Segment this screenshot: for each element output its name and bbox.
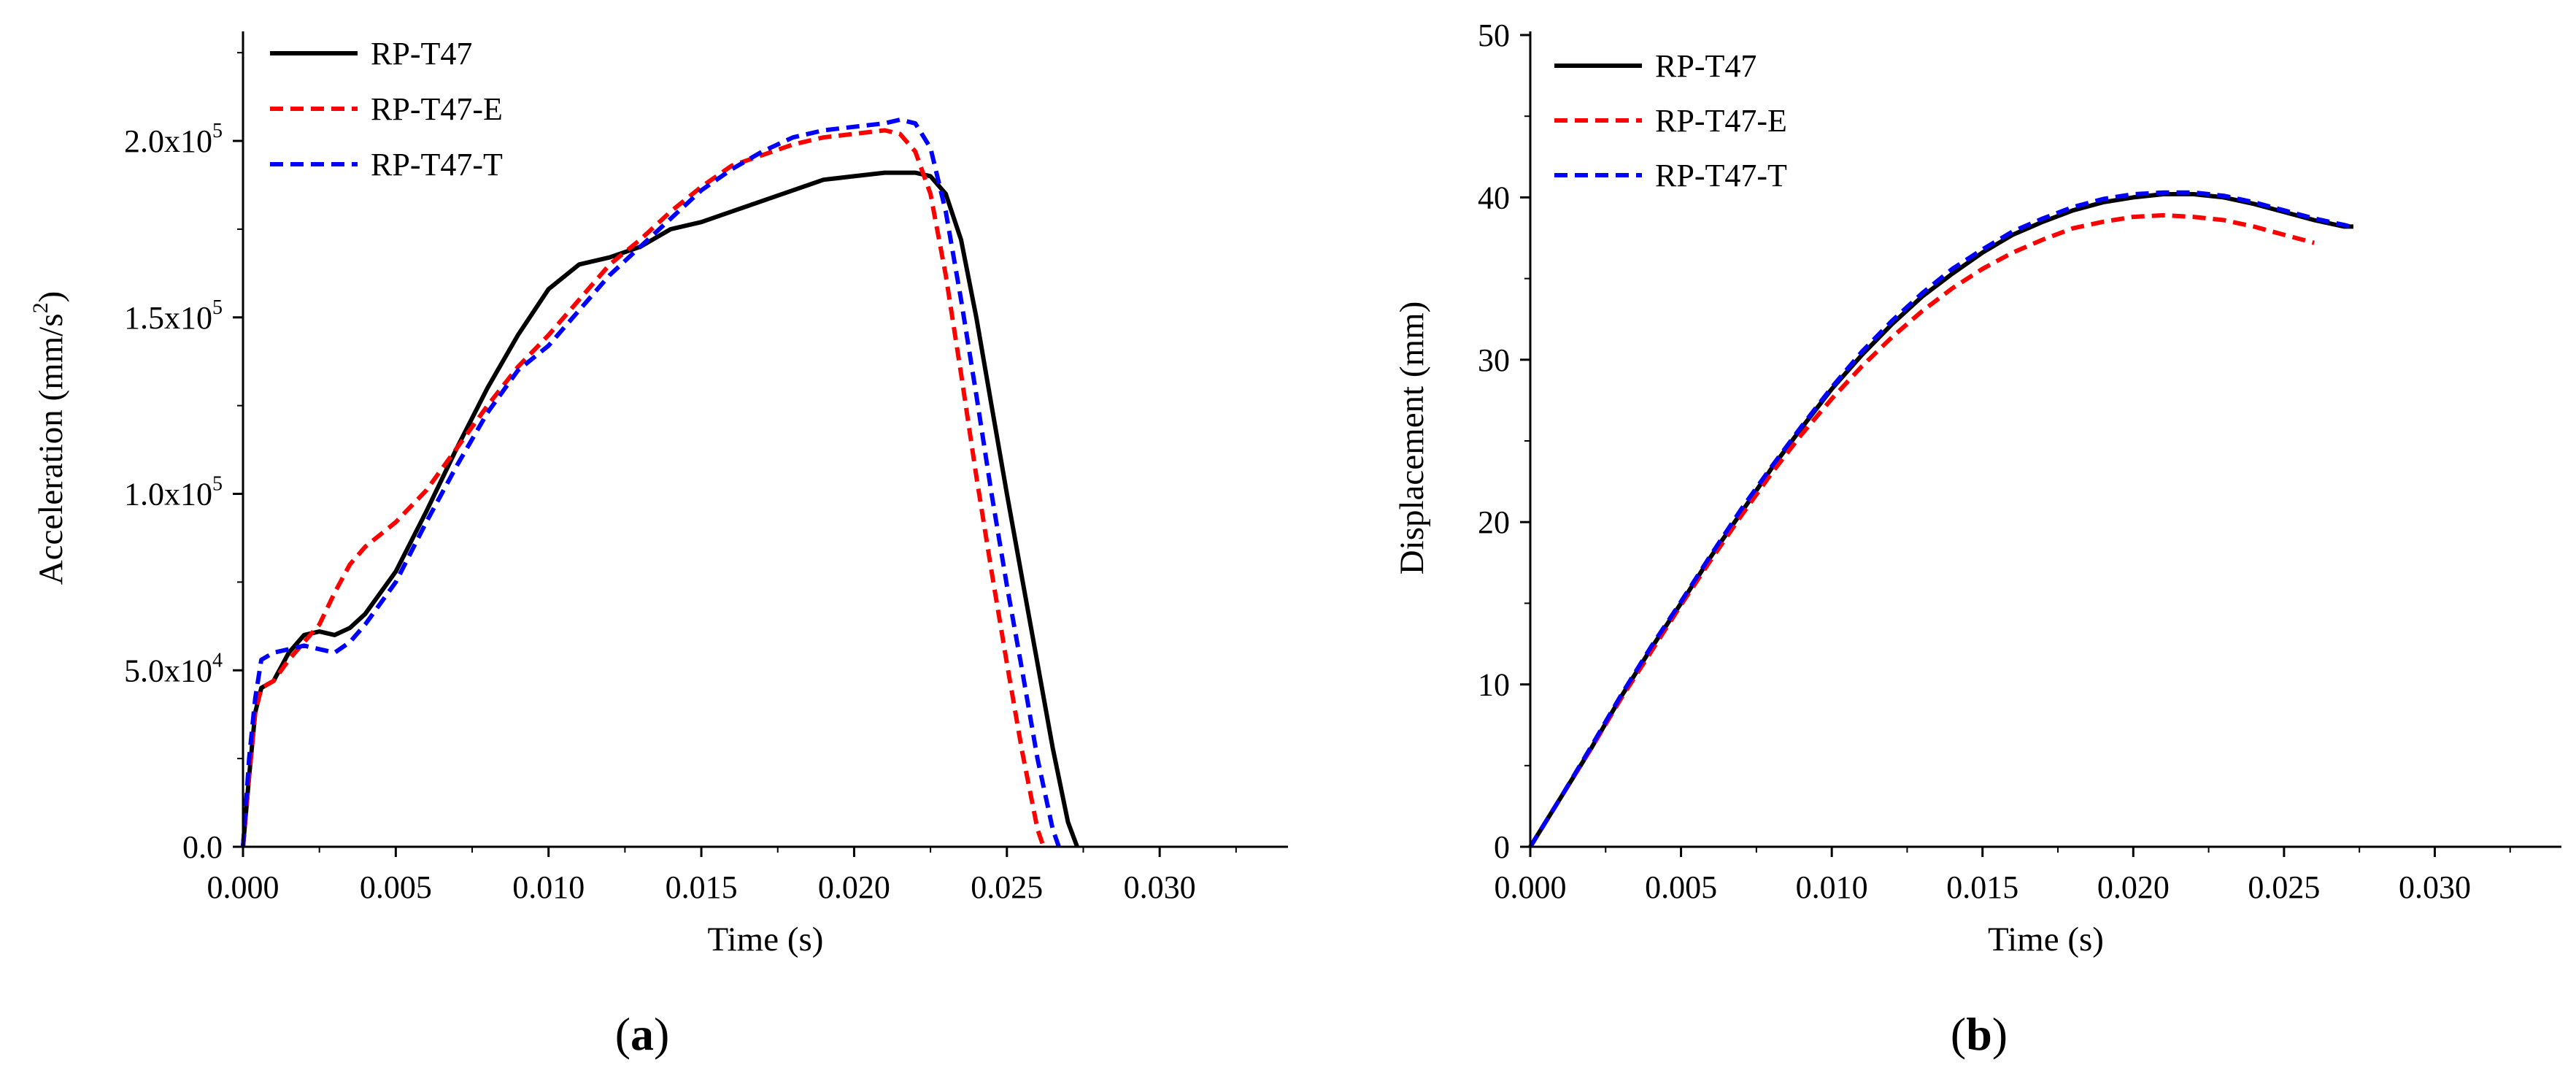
- x-tick-label-text: 0.000: [1495, 869, 1567, 905]
- panel-b-displacement-chart: 0.000 0.005 0.010 0.015 0.020 0.025 0.030 0 10 20…: [1393, 18, 2561, 1060]
- x-tick-label: 0.005: [1645, 869, 1717, 905]
- x-axis-title-text: Time (s): [1988, 921, 2104, 958]
- y-tick-label-text: 40: [1478, 180, 1510, 215]
- legend-label-text: RP-T47-E: [371, 91, 503, 127]
- y-axis-title-superscript: 2: [28, 302, 53, 313]
- x-tick-label-text: 0.005: [360, 869, 432, 905]
- series-line-rp-t47: [241, 170, 1079, 848]
- x-tick-label: 0.000: [207, 869, 279, 905]
- x-tick-label: 0.020: [2097, 869, 2170, 905]
- y-tick-base: 1.0x10: [124, 477, 212, 512]
- y-tick-base: 1.5x10: [124, 300, 212, 336]
- x-tick-label: 0.015: [666, 869, 738, 905]
- panel-a-acceleration-chart: 0.000 0.005 0.010 0.015 0.020 0.025 0.030 0.0 5.…: [28, 31, 1288, 1060]
- legend-label-rp-t47-t: RP-T47-T: [371, 147, 503, 182]
- x-tick-label: 0.015: [1946, 869, 2018, 905]
- x-tick-label-text: 0.030: [2399, 869, 2471, 905]
- x-axis-title: Time (s): [1988, 921, 2104, 958]
- legend-label-text: RP-T47-E: [1655, 103, 1787, 139]
- y-tick-label: 2.0x105: [124, 120, 223, 159]
- legend-label-rp-t47-t: RP-T47-T: [1655, 158, 1787, 193]
- x-axis-title-text: Time (s): [708, 921, 824, 958]
- x-tick-label-text: 0.025: [971, 869, 1043, 905]
- panel-caption-paren-close: ): [654, 1008, 669, 1060]
- y-tick-label: 40: [1478, 180, 1510, 215]
- y-tick-label: 10: [1478, 667, 1510, 703]
- x-tick-label-text: 0.000: [207, 869, 279, 905]
- series-line-rp-t47: [1528, 192, 2353, 848]
- x-tick-label-text: 0.010: [512, 869, 585, 905]
- series-line-rp-t47-e: [241, 128, 1046, 848]
- panel-caption-letter: a: [630, 1008, 654, 1060]
- panel-caption-paren-close: ): [1992, 1008, 2008, 1060]
- x-tick-label-text: 0.010: [1796, 869, 1868, 905]
- series-line-rp-t47-t: [241, 118, 1061, 848]
- y-tick-label-text: 20: [1478, 504, 1510, 540]
- y-tick-exponent: 4: [212, 649, 223, 672]
- series-line-rp-t47-e: [1528, 212, 2315, 848]
- y-tick-label: 5.0x104: [124, 649, 223, 688]
- legend-label-text: RP-T47: [1655, 48, 1756, 84]
- x-tick-label-text: 0.015: [1946, 869, 2018, 905]
- x-tick-label: 0.030: [2399, 869, 2471, 905]
- y-tick-exponent: 5: [212, 296, 223, 319]
- x-tick-label-text: 0.005: [1645, 869, 1717, 905]
- y-tick-label: 0: [1494, 829, 1510, 865]
- panel-caption: (a): [615, 1008, 670, 1060]
- y-tick-label-text: 50: [1478, 18, 1510, 53]
- legend-label-rp-t47-e: RP-T47-E: [371, 91, 503, 127]
- series-line-rp-t47-t: [1528, 190, 2351, 848]
- y-axis-title: Displacement (mm): [1393, 301, 1431, 575]
- x-tick-label: 0.025: [971, 869, 1043, 905]
- y-tick-label: 0.0: [182, 829, 223, 865]
- y-tick-label: 50: [1478, 18, 1510, 53]
- legend-label-rp-t47: RP-T47: [371, 36, 472, 72]
- x-tick-label-text: 0.020: [2097, 869, 2170, 905]
- x-tick-label-text: 0.030: [1124, 869, 1196, 905]
- panel-caption-letter: b: [1966, 1008, 1992, 1060]
- legend-label-rp-t47-e: RP-T47-E: [1655, 103, 1787, 139]
- x-tick-label-text: 0.025: [2248, 869, 2320, 905]
- legend-label-text: RP-T47: [371, 36, 472, 72]
- x-tick-label: 0.010: [1796, 869, 1868, 905]
- y-tick-base: 2.0x10: [124, 123, 212, 159]
- y-tick-label-text: 0: [1494, 829, 1510, 865]
- y-axis-title: Acceleration (mm/s2): [28, 291, 70, 585]
- y-tick-base: 0.0: [182, 829, 223, 865]
- y-axis-title-suffix: ): [32, 291, 70, 303]
- y-tick-label: 20: [1478, 504, 1510, 540]
- legend-label-text: RP-T47-T: [1655, 158, 1787, 193]
- panel-caption-paren-open: (: [615, 1008, 630, 1060]
- y-tick-base: 5.0x10: [124, 653, 212, 688]
- y-tick-label: 30: [1478, 342, 1510, 378]
- x-tick-label: 0.020: [818, 869, 890, 905]
- legend-label-rp-t47: RP-T47: [1655, 48, 1756, 84]
- x-tick-label-text: 0.015: [666, 869, 738, 905]
- y-tick-label: 1.5x105: [124, 296, 223, 336]
- x-tick-label: 0.000: [1495, 869, 1567, 905]
- y-tick-label-text: 30: [1478, 342, 1510, 378]
- x-tick-label: 0.025: [2248, 869, 2320, 905]
- x-tick-label: 0.010: [512, 869, 585, 905]
- y-tick-exponent: 5: [212, 120, 223, 142]
- x-tick-label-text: 0.020: [818, 869, 890, 905]
- x-tick-label: 0.030: [1124, 869, 1196, 905]
- y-tick-label: 1.0x105: [124, 473, 223, 512]
- x-axis-title: Time (s): [708, 921, 824, 958]
- panel-caption-paren-open: (: [1951, 1008, 1966, 1060]
- legend-label-text: RP-T47-T: [371, 147, 503, 182]
- panel-caption: (b): [1951, 1008, 2008, 1060]
- y-axis-title-text: Displacement (mm): [1393, 301, 1431, 575]
- x-tick-label: 0.005: [360, 869, 432, 905]
- y-tick-exponent: 5: [212, 473, 223, 496]
- y-axis-title-text: Acceleration (mm/s: [32, 313, 70, 585]
- y-tick-label-text: 10: [1478, 667, 1510, 703]
